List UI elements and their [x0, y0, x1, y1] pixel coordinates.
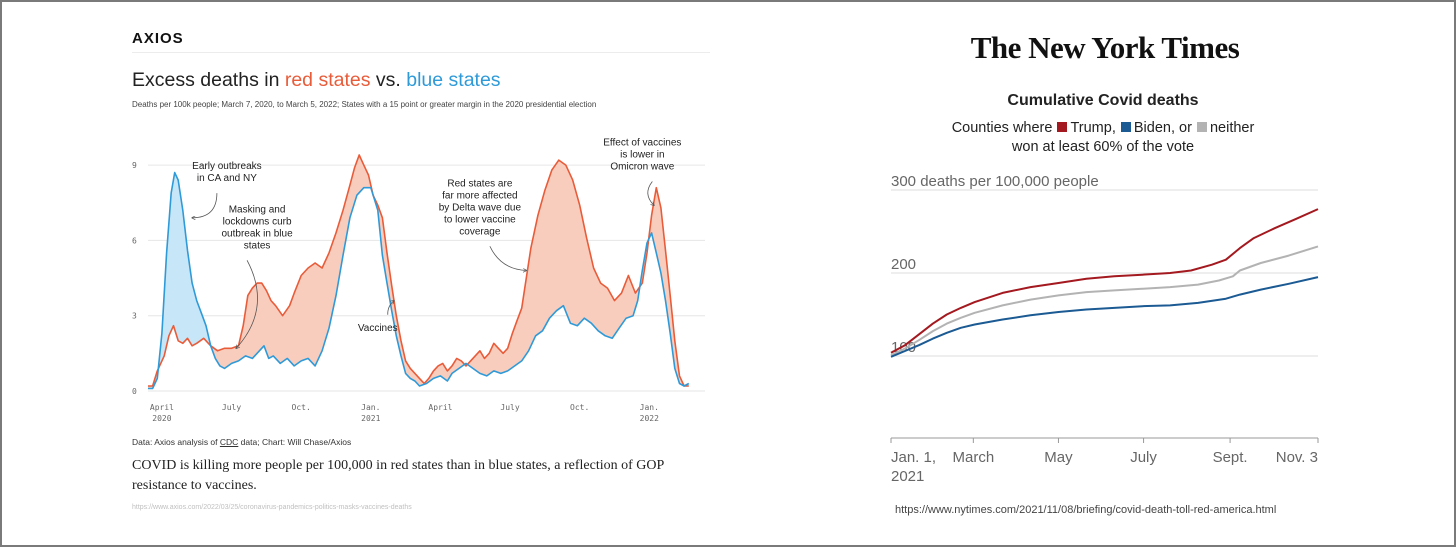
legend-prefix: Counties where [951, 120, 1053, 136]
trump-counties-line [890, 208, 1319, 354]
annotation-line: coverage [459, 226, 501, 237]
red-excess-area [467, 160, 639, 376]
x-tick-year: 2020 [152, 414, 171, 423]
x-tick-year: 2021 [891, 468, 924, 485]
axios-url[interactable]: https://www.axios.com/2022/03/25/coronav… [132, 504, 412, 511]
x-tick-label: April [150, 403, 174, 412]
legend-line2: won at least 60% of the vote [1011, 139, 1195, 155]
annotation-line: far more affected [442, 190, 517, 201]
nyt-logo[interactable]: The New York Times [970, 30, 1240, 65]
x-tick-label: Jan. 1, [891, 449, 936, 466]
biden-swatch [1120, 122, 1131, 132]
annotation-arrow [192, 193, 218, 218]
axios-source-note: Data: Axios analysis of CDC data; Chart:… [132, 437, 351, 447]
x-tick-year: 2022 [640, 414, 659, 423]
trump-swatch [1057, 122, 1068, 132]
source-text: data; Chart: Will Chase/Axios [238, 437, 352, 447]
annotation-text: Red states are far more affected by Delta … [439, 178, 522, 237]
annotation-line: is lower in [620, 150, 664, 161]
title-blue-states: blue states [406, 69, 501, 91]
title-part: Excess deaths in [132, 69, 285, 91]
annotation-text: Vaccines [358, 323, 398, 334]
red-excess-area [210, 155, 464, 386]
annotation-arrow [387, 301, 394, 315]
annotation-line: Masking and [229, 204, 286, 215]
x-tick-label: Oct. [570, 403, 589, 412]
annotation-line: by Delta wave due [439, 202, 522, 213]
y-tick-label: 200 [891, 256, 916, 273]
annotation-line: lockdowns curb [223, 216, 292, 227]
x-tick-label: Jan. [640, 403, 659, 412]
y-tick-label: 0 [132, 387, 137, 396]
y-tick-label: 3 [132, 312, 137, 321]
annotation-line: in CA and NY [197, 173, 257, 184]
axios-caption: COVID is killing more people per 100,000… [132, 458, 664, 493]
legend-neither: neither [1209, 120, 1255, 136]
legend-trump: Trump, [1070, 120, 1116, 136]
annotation-text: Effect of vaccines is lower in Omicron wav… [603, 138, 681, 173]
annotation-line: Red states are [447, 178, 512, 189]
source-text: Data: Axios analysis of [132, 437, 220, 447]
annotation-line: Vaccines [358, 323, 398, 334]
x-tick-label: April [428, 403, 452, 412]
annotation-text: Masking and lockdowns curb outbreak in blu… [221, 204, 293, 251]
legend-biden: Biden, or [1133, 120, 1192, 136]
annotation-line: Early outbreaks [192, 161, 261, 172]
title-part: vs. [370, 69, 407, 91]
x-tick-label: Jan. [361, 403, 380, 412]
x-tick-label: March [952, 449, 994, 466]
y-tick-label: 6 [132, 236, 137, 245]
axios-chart-subtitle: Deaths per 100k people; March 7, 2020, t… [132, 100, 597, 109]
annotation-line: states [244, 240, 271, 251]
x-tick-label: Oct. [292, 403, 311, 412]
red-states-line [148, 154, 689, 387]
annotation-arrow [236, 260, 258, 348]
x-tick-label: Sept. [1213, 449, 1248, 466]
x-tick-year: 2021 [361, 414, 380, 423]
neither-counties-line [890, 245, 1319, 357]
cdc-link[interactable]: CDC [219, 437, 239, 447]
blue-excess-area [157, 172, 211, 379]
nyt-legend: Counties where Trump, Biden, or neither … [900, 119, 1306, 157]
nyt-chart-title: Cumulative Covid deaths [1007, 92, 1199, 109]
x-tick-label: July [500, 403, 519, 412]
annotation-arrow [489, 246, 526, 270]
blue-states-line [148, 171, 690, 390]
axios-logo[interactable]: AXIOS [132, 30, 184, 47]
x-tick-label: July [222, 403, 241, 412]
title-red-states: red states [284, 69, 371, 91]
axios-header-divider [132, 52, 710, 53]
nyt-url[interactable]: https://www.nytimes.com/2021/11/08/brief… [895, 504, 1277, 516]
annotation-arrow [647, 181, 654, 206]
x-tick-label: Nov. 3 [1276, 449, 1318, 466]
x-tick-label: July [1130, 449, 1157, 466]
annotation-line: Effect of vaccines [603, 138, 681, 149]
x-tick-label: May [1044, 449, 1073, 466]
y-tick-label: 300 deaths per 100,000 people [891, 173, 1099, 190]
annotation-line: to lower vaccine [444, 214, 516, 225]
annotation-line: outbreak in blue [221, 228, 293, 239]
y-tick-label: 9 [132, 161, 137, 170]
biden-counties-line [890, 276, 1319, 358]
annotation-line: Omicron wave [610, 162, 674, 173]
neither-swatch [1196, 122, 1207, 132]
annotation-text: Early outbreaks in CA and NY [192, 161, 261, 184]
axios-chart-title: Excess deaths in red states vs. blue sta… [132, 69, 501, 92]
